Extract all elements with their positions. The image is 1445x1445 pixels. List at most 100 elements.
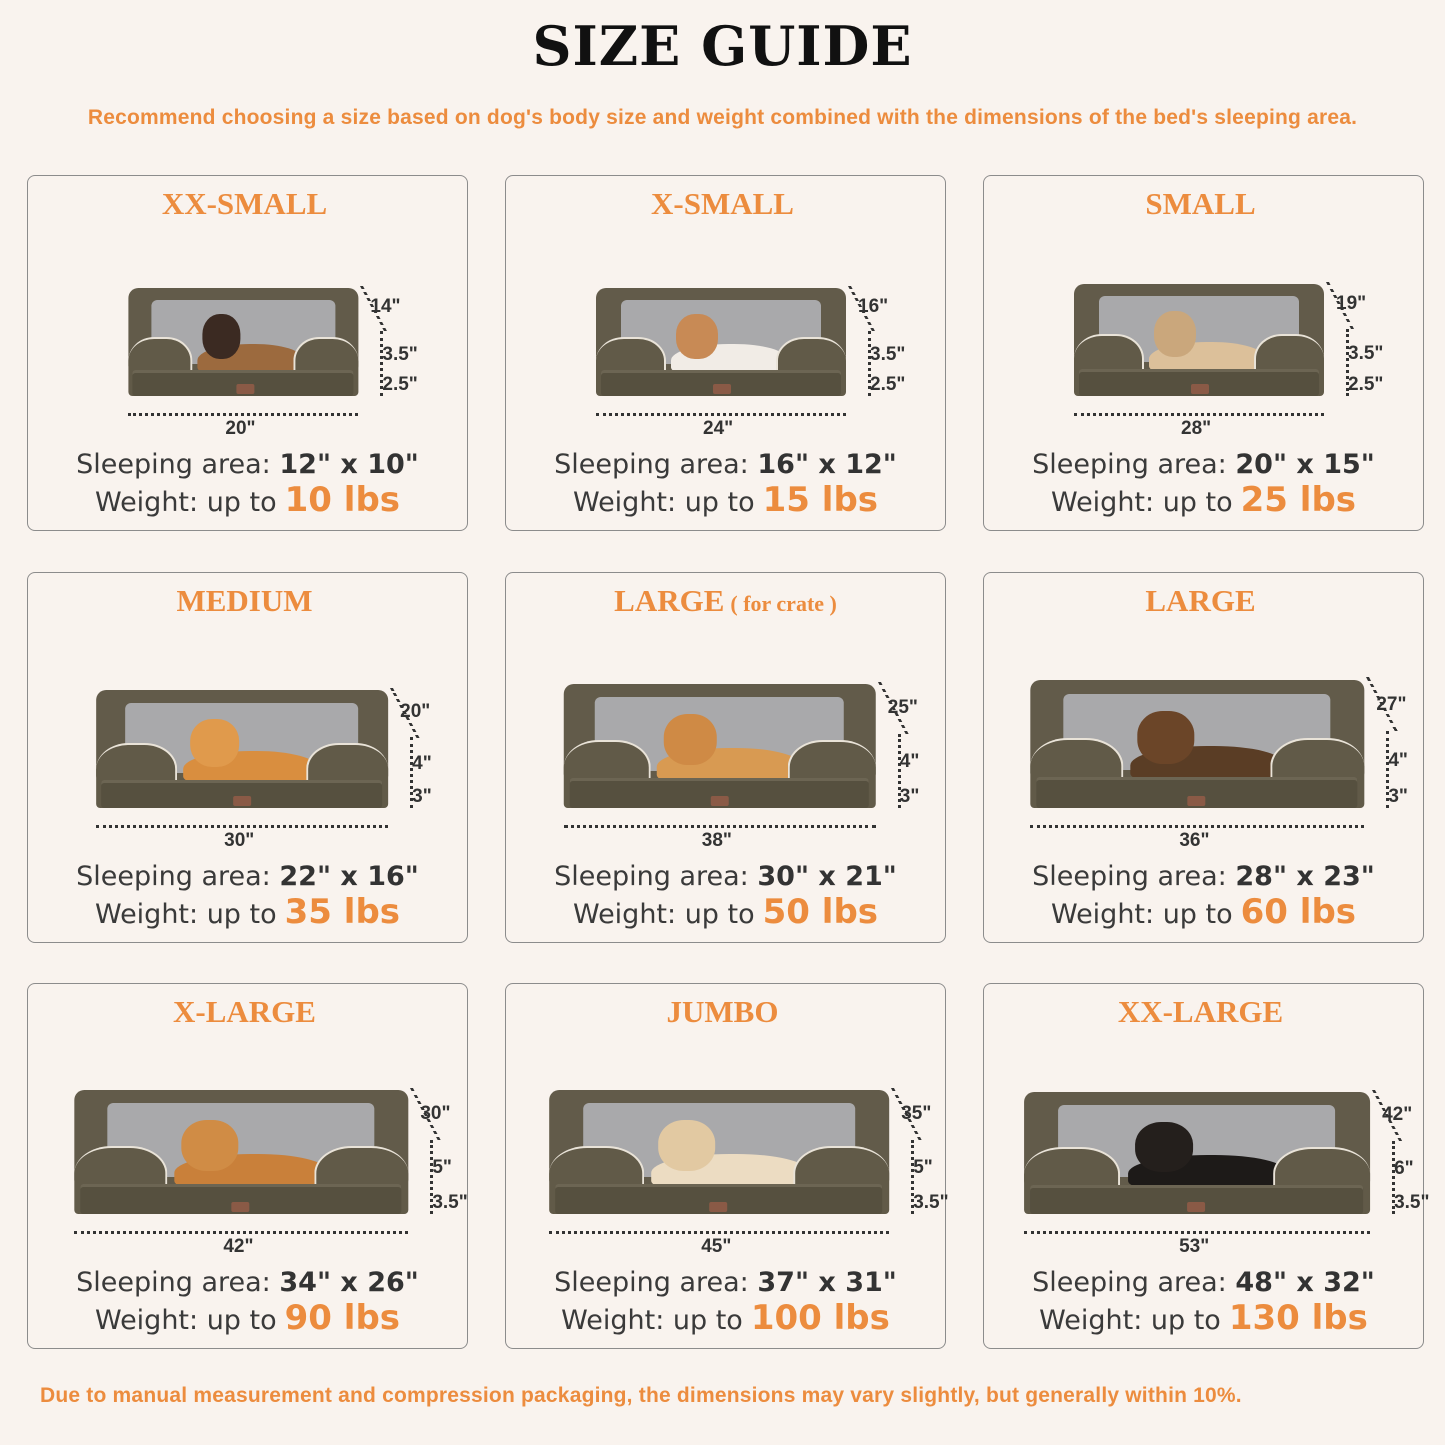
size-name: X-LARGE [173, 994, 316, 1029]
size-name: MEDIUM [176, 583, 313, 618]
height-base-label: 2.5" [382, 374, 418, 395]
brand-tag-icon [233, 795, 252, 806]
size-card: X-LARGE 30" 5" 3.5" 42" Sleeping area: 3… [27, 983, 468, 1349]
height-dimension-line [911, 1139, 915, 1214]
height-top-label: 3.5" [382, 343, 418, 365]
sleeping-area-value: 48" x 32" [1235, 1267, 1375, 1298]
weight-label: Weight: up to [561, 1305, 743, 1336]
weight-value: 130 lbs [1228, 1298, 1368, 1338]
size-title: XX-SMALL [28, 186, 467, 222]
weight-limit: Weight: up to 60 lbs [984, 892, 1423, 932]
height-base-label: 2.5" [870, 374, 906, 395]
size-title: MEDIUM [28, 583, 467, 619]
sleeping-area: Sleeping area: 48" x 32" [984, 1267, 1423, 1298]
height-top-label: 5" [913, 1157, 933, 1179]
brand-tag-icon [1187, 795, 1206, 806]
height-dimension-line [897, 733, 901, 808]
weight-limit: Weight: up to 10 lbs [28, 480, 467, 520]
size-name: SMALL [1145, 186, 1256, 221]
weight-value: 35 lbs [284, 892, 401, 932]
shiba-inu-icon [626, 714, 801, 786]
height-top-label: 6" [1394, 1157, 1414, 1179]
height-top-label: 3.5" [1348, 342, 1384, 364]
height-top-label: 4" [899, 751, 920, 773]
height-top-label: 3.5" [870, 343, 906, 365]
weight-label: Weight: up to [94, 487, 277, 518]
bed-illustration [548, 1090, 889, 1214]
brand-tag-icon [713, 383, 732, 394]
bed-illustration [127, 288, 358, 396]
french-bulldog-icon [1124, 311, 1264, 376]
width-label: 20" [225, 418, 256, 439]
sleeping-area-label: Sleeping area: [76, 861, 271, 892]
height-base-label: 3.5" [1394, 1192, 1430, 1213]
height-dimension-line [1386, 731, 1390, 808]
labrador-icon [617, 1120, 808, 1192]
weight-value: 25 lbs [1240, 480, 1357, 520]
sleeping-area: Sleeping area: 16" x 12" [506, 449, 945, 480]
sleeping-area-value: 37" x 31" [757, 1267, 897, 1298]
size-title: X-LARGE [28, 994, 467, 1030]
sleeping-area: Sleeping area: 30" x 21" [506, 861, 945, 892]
sleeping-area: Sleeping area: 28" x 23" [984, 861, 1423, 892]
depth-label: 42" [1382, 1104, 1413, 1126]
width-dimension-line [128, 413, 359, 416]
weight-limit: Weight: up to 90 lbs [28, 1298, 467, 1338]
height-base-label: 3.5" [432, 1192, 468, 1213]
bed-illustration [595, 288, 846, 396]
sleeping-area-value: 30" x 21" [757, 861, 897, 892]
height-base-label: 3.5" [913, 1192, 949, 1213]
bed-base [569, 778, 870, 808]
width-label: 30" [224, 830, 255, 851]
weight-label: Weight: up to [94, 1305, 277, 1336]
height-dimension-line [868, 331, 871, 396]
bed-base [101, 779, 382, 808]
bed-base [132, 370, 354, 396]
height-dimension-line [430, 1139, 434, 1214]
width-dimension-line [596, 413, 846, 416]
width-dimension-line [1030, 825, 1365, 828]
shepherd-dog-icon [1097, 711, 1284, 785]
width-dimension-line [1074, 413, 1324, 416]
sleeping-area-label: Sleeping area: [76, 1267, 271, 1298]
depth-label: 14" [370, 296, 401, 318]
sleeping-area-label: Sleeping area: [1032, 449, 1227, 480]
sleeping-area: Sleeping area: 20" x 15" [984, 449, 1423, 480]
bed-illustration [73, 1090, 408, 1214]
depth-label: 27" [1376, 693, 1407, 715]
weight-limit: Weight: up to 35 lbs [28, 892, 467, 932]
brand-tag-icon [1191, 383, 1210, 394]
size-card: MEDIUM 20" 4" 3" 30" Sleeping area: 22" … [27, 572, 468, 943]
size-card: SMALL 19" 3.5" 2.5" 28" Sleeping area: 2… [983, 175, 1424, 531]
sleeping-area-value: 12" x 10" [279, 449, 419, 480]
bed-illustration [1029, 680, 1364, 808]
depth-label: 16" [858, 296, 889, 318]
brand-tag-icon [231, 1201, 250, 1212]
depth-label: 35" [901, 1102, 932, 1124]
cat-icon [174, 314, 303, 377]
bed-illustration [1073, 284, 1324, 396]
weight-value: 10 lbs [284, 480, 401, 520]
bed-base [1078, 369, 1319, 396]
size-name: X-SMALL [651, 186, 794, 221]
subtitle: Recommend choosing a size based on dog's… [87, 106, 1358, 129]
sleeping-area-value: 20" x 15" [1235, 449, 1375, 480]
size-card: JUMBO 35" 5" 3.5" 45" Sleeping area: 37"… [505, 983, 949, 1349]
width-label: 45" [701, 1236, 732, 1257]
sleeping-area-label: Sleeping area: [554, 449, 749, 480]
width-dimension-line [74, 1231, 409, 1234]
sleeping-area-label: Sleeping area: [76, 449, 271, 480]
footer-note: Due to manual measurement and compressio… [40, 1384, 1242, 1407]
size-name: XX-SMALL [161, 186, 328, 221]
depth-label: 19" [1336, 293, 1367, 315]
size-suffix: ( for crate ) [730, 591, 837, 616]
weight-value: 90 lbs [284, 1298, 401, 1338]
width-label: 42" [223, 1236, 254, 1257]
weight-value: 60 lbs [1240, 892, 1357, 932]
bed-illustration [1023, 1092, 1370, 1214]
depth-label: 20" [400, 701, 431, 723]
size-card: LARGE( for crate ) 25" 4" 3" 38" Sleepin… [505, 572, 946, 943]
weight-value: 100 lbs [750, 1298, 890, 1338]
width-dimension-line [563, 825, 876, 828]
width-label: 28" [1181, 418, 1212, 439]
